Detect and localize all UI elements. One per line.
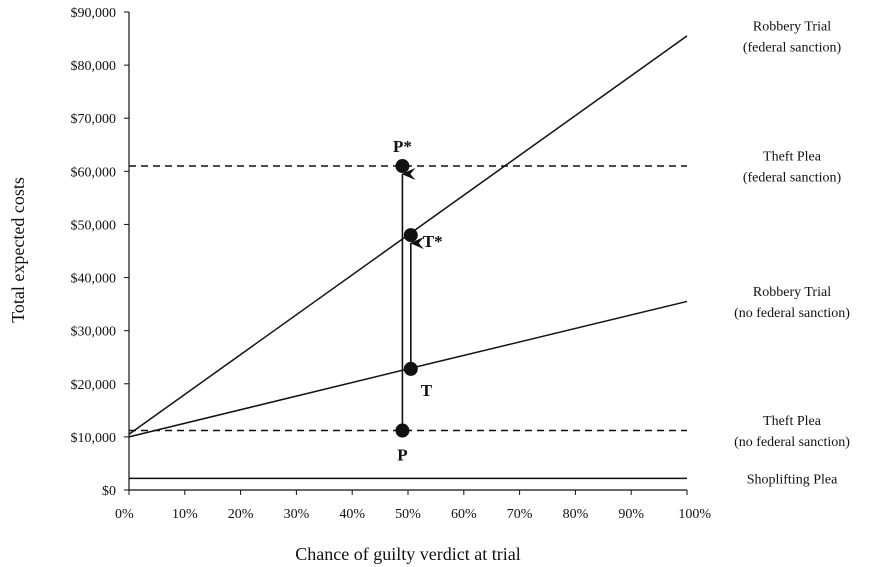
series-label-line: (federal sanction) bbox=[743, 40, 842, 55]
x-tick-label: 70% bbox=[507, 507, 533, 522]
point-label-P-star: P* bbox=[393, 137, 412, 156]
series-label-0: Robbery Trial (federal sanction) bbox=[743, 19, 842, 55]
x-tick-label: 50% bbox=[395, 507, 421, 522]
series-label-line: Robbery Trial bbox=[753, 19, 831, 34]
point-P-star bbox=[395, 159, 410, 174]
y-tick-label: $80,000 bbox=[71, 59, 117, 74]
series-label-4: Shoplifting Plea bbox=[747, 472, 838, 487]
x-tick-label: 60% bbox=[451, 507, 477, 522]
x-tick-label: 100% bbox=[678, 507, 711, 522]
series-label-line: (no federal sanction) bbox=[734, 306, 850, 321]
y-tick-label: $70,000 bbox=[71, 112, 117, 127]
x-tick-label: 0% bbox=[115, 507, 134, 522]
x-axis-label: Chance of guilty verdict at trial bbox=[295, 544, 520, 564]
point-label-T-star: T* bbox=[423, 232, 443, 251]
y-tick-label: $30,000 bbox=[71, 325, 117, 340]
series-label-line: (no federal sanction) bbox=[734, 435, 850, 450]
point-label-P: P bbox=[397, 446, 407, 465]
x-tick-label: 40% bbox=[339, 507, 365, 522]
x-tick-label: 80% bbox=[563, 507, 589, 522]
point-T bbox=[403, 361, 418, 376]
series-label-line: Theft Plea bbox=[763, 414, 822, 429]
x-tick-label: 10% bbox=[172, 507, 198, 522]
y-tick-label: $60,000 bbox=[71, 165, 117, 180]
series-label-1: Theft Plea (federal sanction) bbox=[743, 150, 842, 186]
y-axis-label: Total expected costs bbox=[8, 177, 28, 323]
series-label-line: (federal sanction) bbox=[743, 171, 842, 186]
y-tick-label: $20,000 bbox=[71, 378, 117, 393]
series-label-line: Robbery Trial bbox=[753, 285, 831, 300]
y-tick-label: $0 bbox=[102, 484, 116, 499]
point-label-T: T bbox=[421, 381, 433, 400]
y-tick-label: $90,000 bbox=[71, 6, 117, 21]
point-P bbox=[395, 423, 410, 438]
plot-area: $0 $10,000 $20,000 $30,000 $40,000 $50,000 $60… bbox=[71, 6, 851, 522]
series-label-3: Theft Plea (no federal sanction) bbox=[734, 414, 850, 450]
series-label-line: Theft Plea bbox=[763, 150, 822, 165]
x-tick-label: 90% bbox=[618, 507, 644, 522]
y-tick-label: $10,000 bbox=[71, 431, 117, 446]
x-tick-label: 20% bbox=[228, 507, 254, 522]
series-label-2: Robbery Trial (no federal sanction) bbox=[734, 285, 850, 321]
series-label-line: Shoplifting Plea bbox=[747, 472, 838, 487]
point-T-star bbox=[403, 228, 418, 243]
y-tick-label: $50,000 bbox=[71, 218, 117, 233]
x-tick-label: 30% bbox=[284, 507, 310, 522]
y-tick-label: $40,000 bbox=[71, 272, 117, 287]
